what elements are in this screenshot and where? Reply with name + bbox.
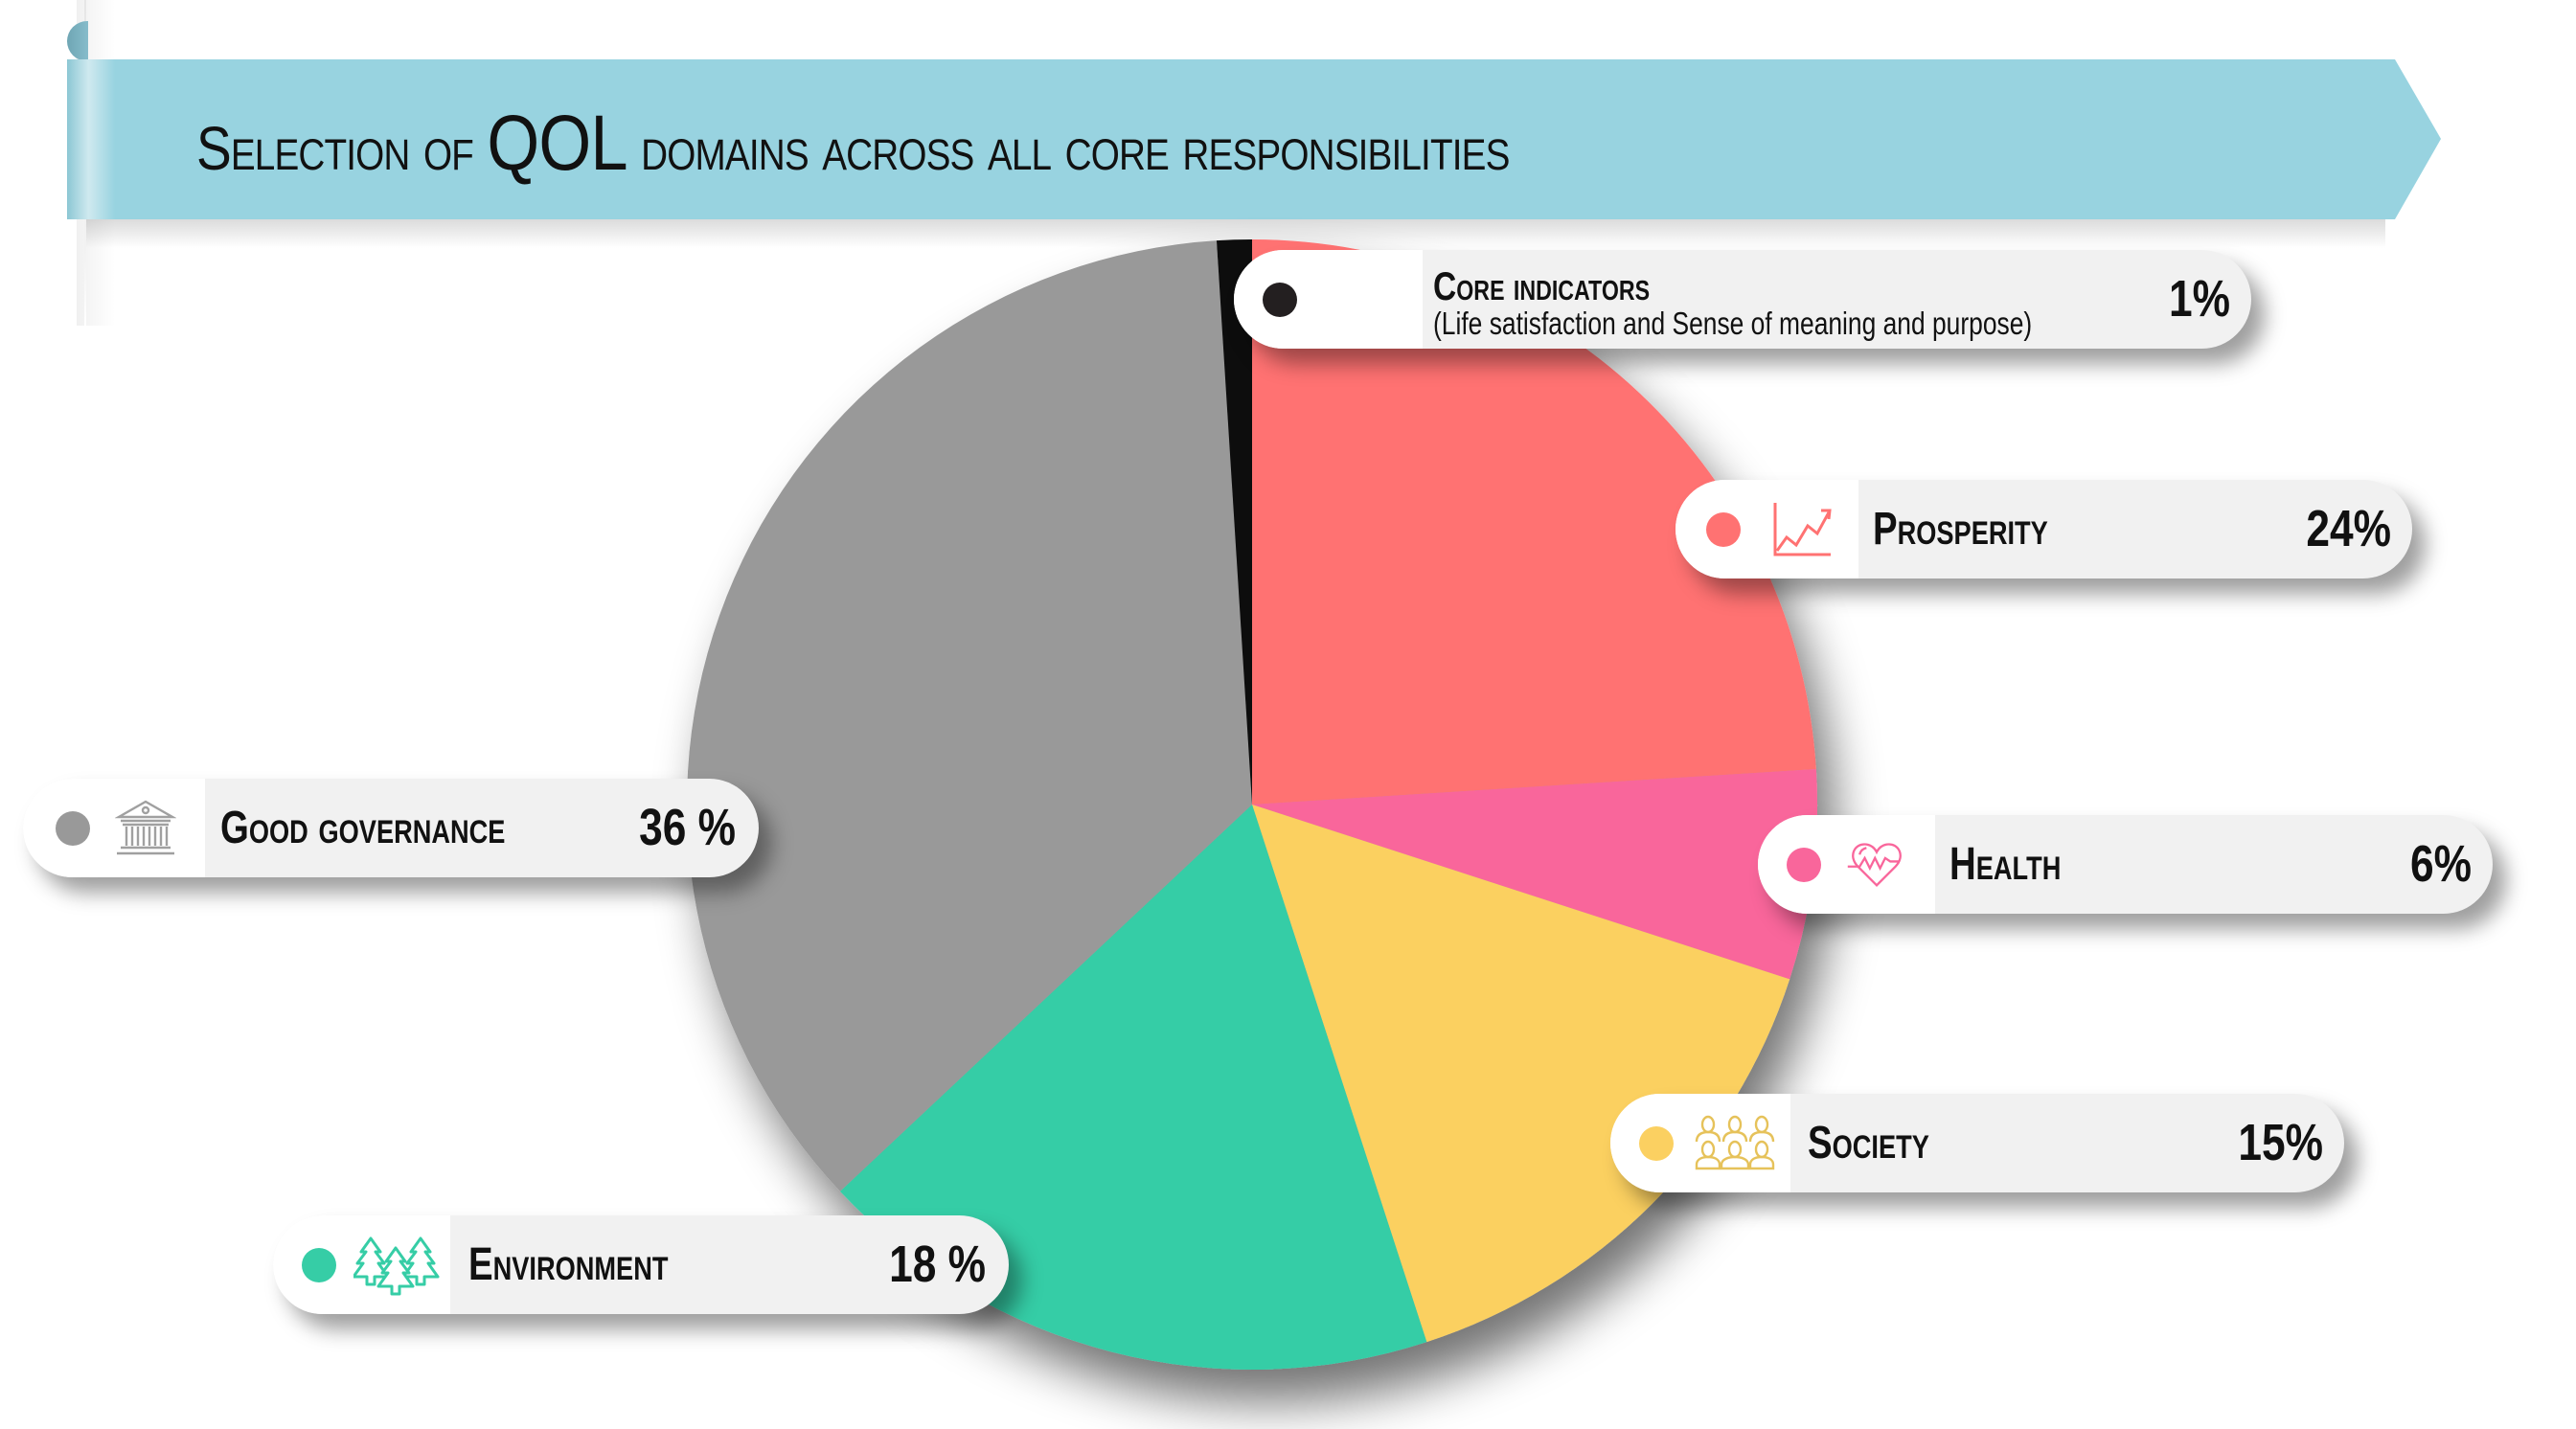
prosperity-dot-icon	[1706, 512, 1741, 547]
pie-slice-good-governance	[686, 240, 1252, 1191]
society-value: 15%	[2238, 1114, 2323, 1171]
core-indicators-subtitle: (Life satisfaction and Sense of meaning …	[1433, 306, 2033, 341]
prosperity-value: 24%	[2306, 500, 2391, 557]
health-value: 6%	[2410, 835, 2472, 893]
title-emphasis: QOL	[487, 100, 627, 187]
environment-dot-icon	[302, 1248, 336, 1282]
society-dot-icon	[1639, 1126, 1674, 1161]
legend-society: Society 15%	[1610, 1094, 2344, 1192]
good-governance-dot-icon	[56, 811, 90, 846]
health-label: Health	[1949, 839, 2062, 890]
good-governance-label: Good governance	[220, 803, 506, 853]
chart-title: Selection of QOL domains across all core…	[196, 91, 1510, 196]
pill-icon-area	[23, 779, 205, 877]
environment-label: Environment	[468, 1239, 669, 1290]
prosperity-label: Prosperity	[1873, 504, 2048, 555]
environment-value: 18 %	[889, 1236, 986, 1293]
people-group-icon	[1695, 1115, 1775, 1170]
pie-slice-health	[1252, 768, 1817, 980]
core-indicators-label: Core indicators	[1433, 263, 1651, 308]
pie-slice-society	[1252, 805, 1790, 1343]
title-ribbon	[67, 59, 2441, 219]
title-prefix: Selection of	[196, 114, 474, 183]
society-label: Society	[1808, 1118, 1929, 1168]
health-dot-icon	[1787, 848, 1821, 882]
pill-icon-area	[1676, 480, 1858, 578]
ribbon-curl	[67, 21, 88, 61]
line-chart-icon	[1773, 503, 1832, 556]
title-suffix: domains across all core responsibilities	[641, 114, 1510, 183]
core-indicators-value: 1%	[2169, 270, 2230, 328]
legend-good-governance: Good governance 36 %	[23, 779, 759, 877]
legend-health: Health 6%	[1758, 815, 2493, 914]
core-indicators-dot-icon	[1263, 283, 1297, 317]
legend-prosperity: Prosperity 24%	[1676, 480, 2412, 578]
heartbeat-icon	[1847, 843, 1902, 887]
pie-slice-core-indicators	[1216, 239, 1252, 805]
trees-icon	[353, 1236, 440, 1296]
pie-slices	[686, 239, 1817, 1370]
core-indicators-text: Core indicators (Life satisfaction and S…	[1433, 250, 2123, 349]
good-governance-value: 36 %	[639, 799, 736, 856]
legend-core-indicators: Core indicators (Life satisfaction and S…	[1234, 250, 2251, 349]
legend-environment: Environment 18 %	[273, 1215, 1009, 1314]
government-building-icon	[115, 800, 176, 855]
pie-slice-prosperity	[1252, 239, 1816, 805]
